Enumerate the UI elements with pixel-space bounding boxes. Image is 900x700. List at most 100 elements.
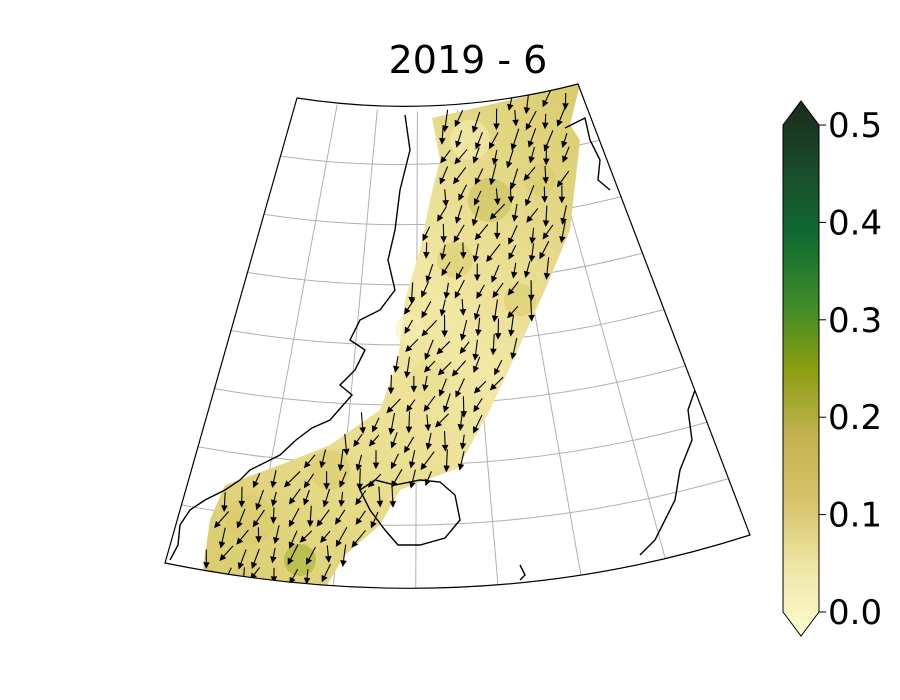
drift-arrowhead: [252, 519, 260, 528]
drift-arrowhead: [437, 214, 444, 222]
drift-arrowhead: [408, 296, 416, 304]
drift-arrowhead: [489, 383, 497, 391]
drift-arrowhead: [508, 252, 515, 260]
drift-arrowhead: [424, 478, 431, 486]
drift-arrowhead: [372, 462, 380, 470]
drift-arrowhead: [473, 386, 481, 394]
drift-arrowhead: [390, 441, 397, 449]
drift-arrowhead: [453, 176, 460, 185]
greenland-coast: [169, 114, 411, 561]
drift-arrowhead: [539, 251, 546, 260]
drift-arrowhead: [560, 217, 567, 225]
faroe-coast: [519, 564, 526, 581]
drift-arrowhead: [251, 561, 258, 569]
drift-arrowhead: [283, 480, 292, 488]
drift-arrowhead: [436, 347, 444, 355]
drift-arrowhead: [508, 329, 515, 337]
drift-arrowhead: [459, 442, 467, 450]
drift-arrowhead: [404, 371, 411, 379]
drift-arrowhead: [509, 182, 517, 190]
drift-arrowhead: [368, 439, 376, 447]
drift-arrowhead: [528, 314, 535, 322]
drift-arrowhead: [323, 483, 330, 490]
drift-arrowhead: [406, 404, 413, 412]
drift-arrowhead: [527, 294, 535, 302]
drift-arrowhead: [422, 233, 429, 242]
colorbar-body: [782, 100, 820, 637]
field-patch: [524, 164, 556, 196]
drift-arrowhead: [472, 365, 480, 374]
drift-arrowhead: [335, 517, 342, 525]
drift-arrowhead: [506, 160, 513, 169]
drift-arrowhead: [420, 290, 427, 298]
colorbar-tick-label: 0.0: [828, 593, 882, 633]
drift-arrowhead: [320, 535, 327, 543]
drift-arrowhead: [510, 271, 518, 279]
drift-arrowhead: [473, 198, 480, 206]
drift-arrowhead: [507, 311, 515, 319]
drift-arrowhead: [473, 404, 480, 413]
drift-arrowhead: [299, 535, 307, 543]
drift-arrowhead: [556, 180, 564, 188]
svalbard-coast: [564, 116, 611, 191]
drift-arrowhead: [526, 215, 534, 223]
drift-arrowhead: [512, 119, 519, 127]
drift-arrowhead: [541, 122, 549, 130]
drift-arrowhead: [491, 157, 499, 166]
drift-arrowhead: [425, 442, 433, 450]
drift-arrowhead: [404, 445, 411, 454]
coastlines: [169, 114, 696, 581]
drift-arrowhead: [306, 557, 313, 565]
colorbar-tick-label: 0.3: [828, 301, 882, 341]
drift-arrowhead: [473, 312, 481, 321]
drift-arrowhead: [325, 555, 332, 563]
drift-arrowhead: [389, 501, 397, 508]
drift-arrowhead: [409, 481, 416, 489]
drift-arrowhead: [528, 255, 536, 263]
drift-arrowhead: [475, 329, 482, 337]
drift-arrowhead: [440, 236, 447, 243]
drift-arrowhead: [440, 156, 447, 164]
drift-arrowhead: [441, 330, 448, 338]
drift-arrowhead: [454, 119, 461, 128]
drift-arrowhead: [255, 536, 262, 543]
drift-arrowhead: [442, 199, 449, 207]
drift-arrowhead: [488, 141, 495, 150]
map-panel: [164, 83, 751, 589]
drift-arrowhead: [473, 274, 481, 282]
drift-arrowhead: [561, 140, 568, 149]
drift-arrowhead: [494, 198, 501, 206]
drift-arrowhead: [219, 553, 227, 561]
drift-arrowhead: [270, 576, 278, 583]
drift-arrowhead: [524, 198, 532, 207]
drift-arrowhead: [338, 499, 345, 507]
drift-arrowhead: [359, 427, 366, 434]
drift-arrowhead: [421, 310, 428, 319]
drift-arrowhead: [236, 537, 244, 545]
colorbar-tick-label: 0.4: [828, 203, 882, 243]
drift-arrowhead: [493, 232, 501, 240]
drift-arrowhead: [528, 156, 535, 164]
drift-arrowhead: [439, 309, 447, 317]
drift-arrowhead: [472, 156, 479, 164]
drift-arrowhead: [527, 140, 534, 148]
drift-arrowhead: [439, 177, 446, 185]
drift-arrowhead: [523, 107, 531, 115]
drift-arrowhead: [303, 577, 311, 585]
drift-arrowhead: [272, 536, 280, 545]
drift-arrowhead: [508, 237, 515, 245]
drift-arrowhead: [270, 517, 277, 524]
drift-arrowhead: [423, 404, 431, 412]
drift-arrowhead: [391, 480, 398, 488]
field-patch: [450, 120, 490, 160]
drift-arrowhead: [420, 462, 428, 471]
drift-arrowhead: [459, 308, 467, 316]
drift-arrowhead: [303, 480, 311, 489]
map-frame: [164, 83, 751, 589]
drift-arrowhead: [438, 389, 445, 397]
drift-arrowhead: [493, 123, 500, 131]
drift-arrowhead: [353, 439, 360, 447]
drift-arrowhead: [457, 424, 465, 431]
drift-arrowhead: [214, 520, 221, 529]
drift-arrowhead: [542, 99, 549, 108]
